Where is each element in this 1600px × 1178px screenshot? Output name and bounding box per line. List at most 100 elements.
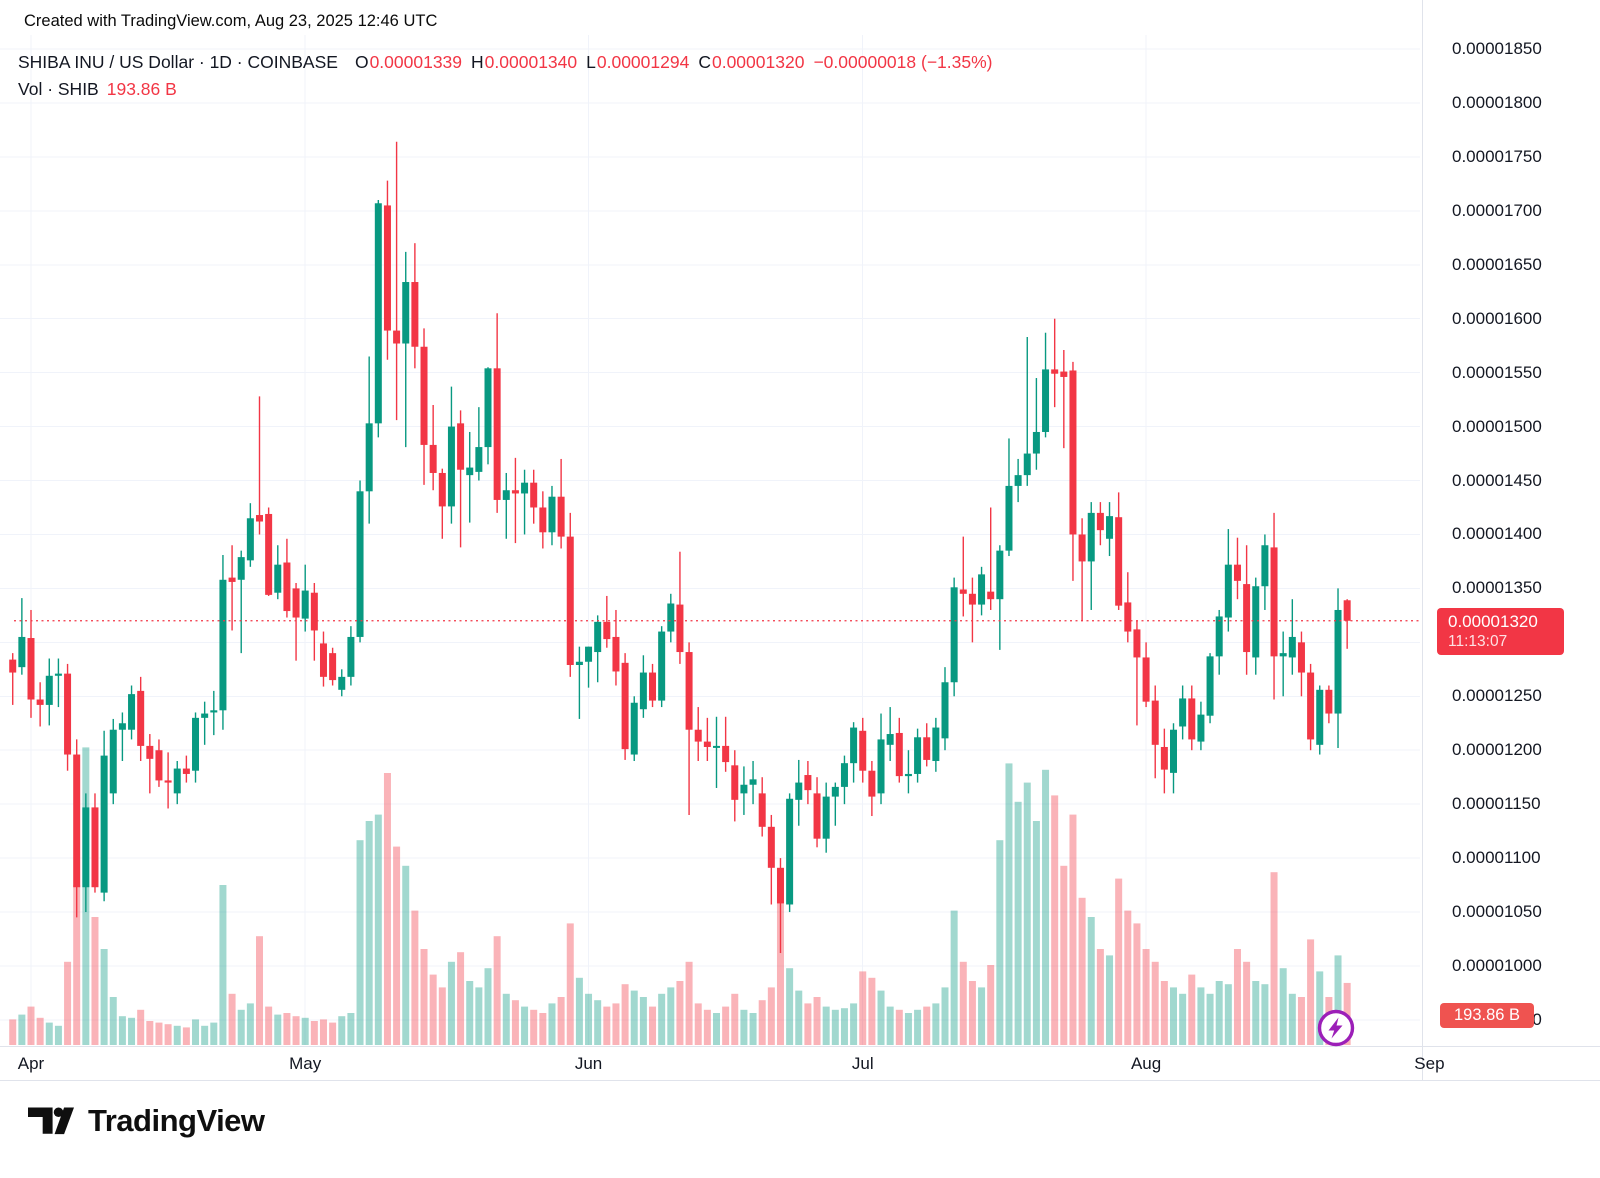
volume-bar [1170,987,1177,1045]
volume-bar [1252,981,1260,1045]
candle-body [402,282,410,344]
watermark: Created with TradingView.com, Aug 23, 20… [24,12,438,30]
candle-body [612,636,620,672]
volume-bar [676,981,684,1045]
symbol-title[interactable]: SHIBA INU / US Dollar · 1D · COINBASE [18,52,338,72]
volume-bar [1307,939,1315,1045]
volume-bar [1023,782,1031,1045]
volume-bar [292,1016,300,1045]
volume-bar [530,1009,538,1045]
candle-body [685,652,693,730]
volume-bar [338,1016,346,1045]
volume-bar [1042,769,1050,1045]
volume-bar [831,1009,839,1045]
last-price-value: 0.00001320 [1448,612,1538,631]
volume-bar [557,997,565,1045]
volume-bar [1014,801,1022,1045]
volume-bar [457,952,465,1045]
volume-label[interactable]: Vol · SHIB [18,79,99,99]
volume-bar [420,949,428,1045]
candle-body [722,745,730,763]
volume-bar [1197,987,1205,1045]
volume-bar [164,1024,172,1045]
volume-bar [246,1003,254,1045]
candle-body [1069,370,1077,535]
volume-bar [100,949,108,1045]
candle-body [9,659,17,673]
candle-body [1023,453,1031,476]
volume-bar [502,993,510,1045]
volume-bar [941,987,949,1045]
lightning-icon [1317,1009,1355,1047]
candle-body [447,426,455,507]
flash-button[interactable] [1312,1005,1359,1052]
candle-body [45,675,53,705]
volume-bar [1316,971,1324,1045]
volume-bar [1115,878,1123,1045]
candle-body [804,775,812,791]
volume-bar [447,961,455,1045]
candle-body [1142,657,1150,702]
tradingview-logo[interactable]: TradingView [28,1103,265,1139]
price-axis-label: 0.00001000 [1452,955,1542,975]
high-value: H0.00001340 [471,52,578,72]
candle-body [356,491,364,637]
volume-bar [566,923,574,1045]
candle-body [128,694,136,730]
candle-body [575,661,583,665]
candle-body [210,710,218,713]
candle-body [1005,485,1013,551]
volume-bar [109,997,117,1045]
candle-body [950,587,958,683]
symbol-info-bar: SHIBA INU / US Dollar · 1D · COINBASE O0.… [18,52,993,73]
volume-bar [283,1013,291,1045]
price-axis-label: 0.00001850 [1452,39,1542,58]
volume-bar [201,1025,209,1045]
candle-body [850,727,858,764]
price-axis-label: 0.00001450 [1452,470,1542,490]
candle-body [173,768,181,794]
candle-body [201,713,209,718]
price-axis-label: 0.00001250 [1452,686,1542,706]
volume-bar [758,1000,766,1045]
volume-bar [594,1000,602,1045]
candle-body [557,496,565,537]
candle-body [1087,512,1095,562]
candlestick-chart[interactable] [0,0,1600,1080]
candle-body [1115,517,1123,606]
price-axis-label: 0.00001100 [1452,848,1541,868]
price-axis-border [1422,0,1423,1080]
volume-bar [996,840,1004,1045]
candle-body [731,765,739,800]
volume-bar [868,977,876,1045]
candle-body [840,763,848,787]
candle-body [932,727,940,762]
candle-body [511,490,519,494]
candle-body [1096,512,1104,531]
candle-body [959,589,967,594]
candle-body [146,745,154,759]
candle-body [192,717,200,771]
volume-bar [210,1022,218,1045]
candle-body [822,796,830,839]
volume-bar [859,971,867,1045]
candle-body [978,574,986,605]
time-axis-label: Jul [851,1054,874,1073]
price-axis-label: 0.00001550 [1452,362,1542,382]
price-axis-label: 0.00001150 [1452,794,1541,814]
candle-body [649,672,657,701]
candle-body [914,737,922,774]
volume-bar [987,965,995,1045]
candle-body [109,729,117,794]
volume-bar [1060,865,1068,1045]
candle-body [219,579,227,711]
volume-bar [1243,961,1251,1045]
time-axis-label: Apr [17,1054,45,1073]
volume-bar [959,961,967,1045]
volume-bar [484,968,492,1045]
volume-axis-badge: 193.86 B [1440,1003,1534,1028]
candle-body [1188,698,1196,740]
candle-body [36,699,44,705]
candle-body [118,723,126,730]
volume-bar [1188,974,1196,1045]
